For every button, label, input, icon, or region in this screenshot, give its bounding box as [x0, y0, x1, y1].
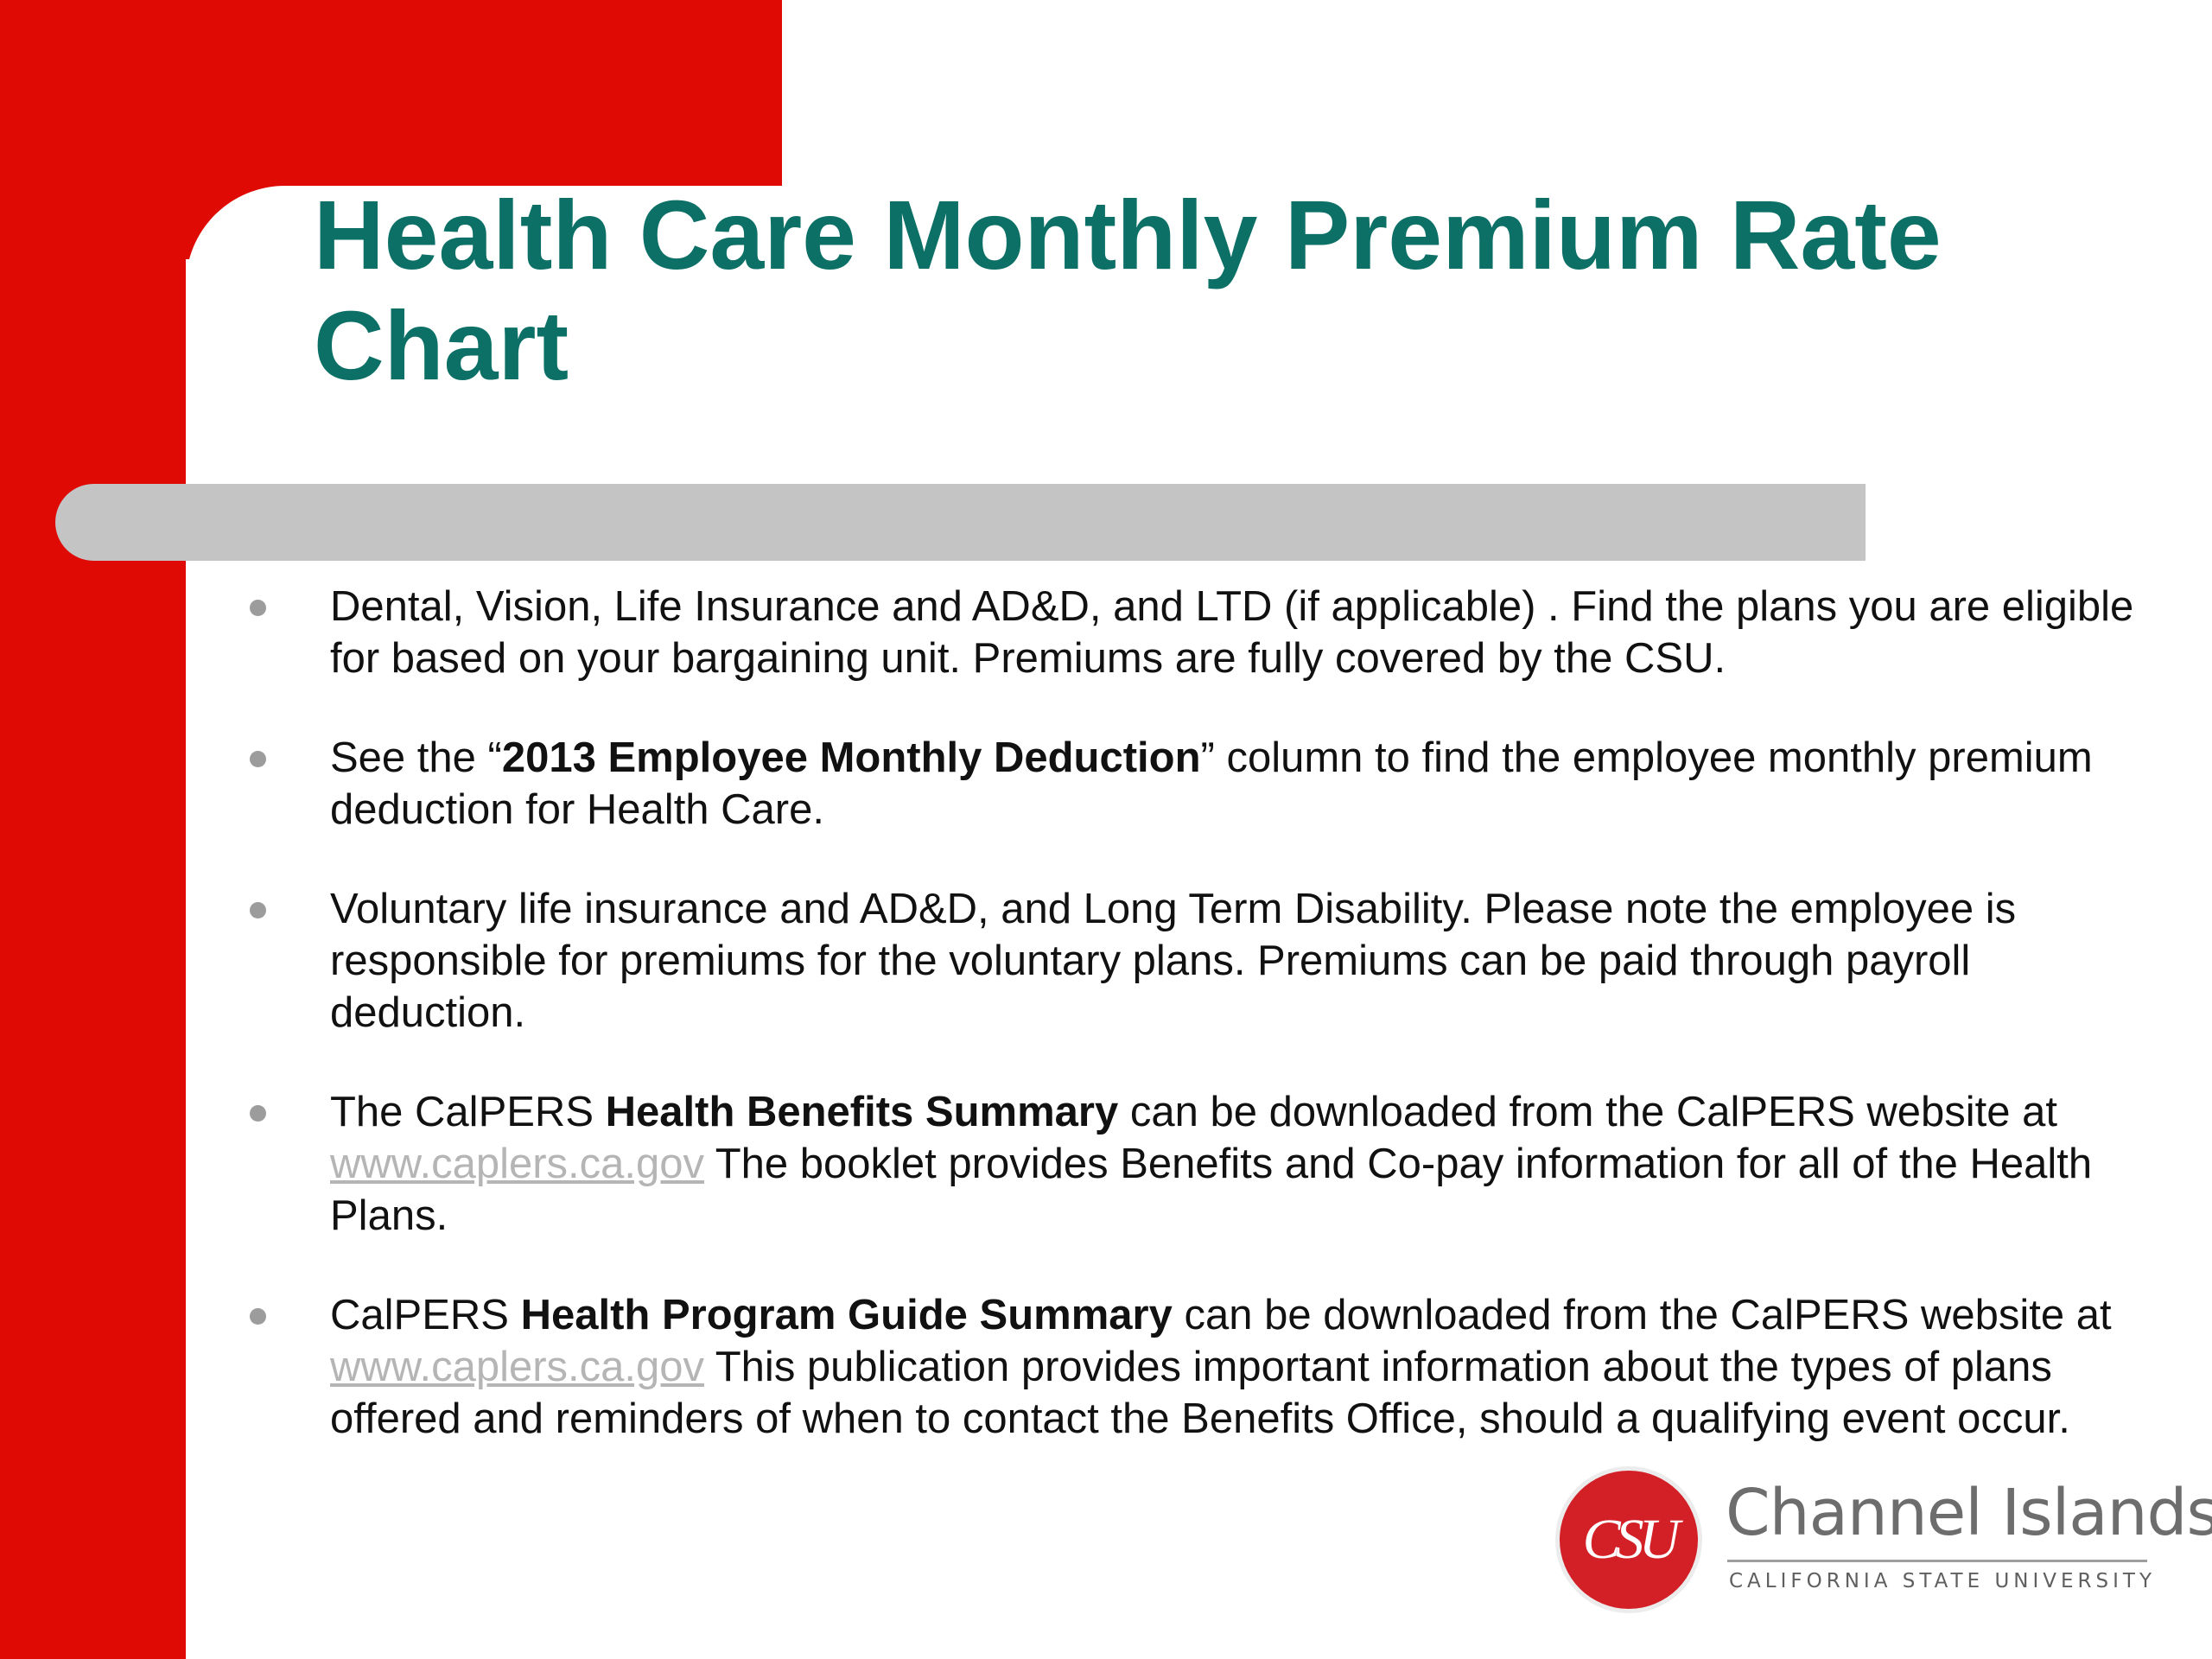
bullet-dental-vision: Dental, Vision, Life Insurance and AD&D,… [242, 581, 2143, 684]
bullet-text-post: This publication provides important info… [330, 1344, 2070, 1442]
bullet-dot-icon [250, 1105, 266, 1122]
bullet-text-pre: See the “ [330, 734, 502, 781]
bullet-text-mid: can be downloaded from the CalPERS websi… [1172, 1292, 2112, 1338]
bullet-text: Dental, Vision, Life Insurance and AD&D,… [330, 583, 2134, 682]
bullet-dot-icon [250, 902, 266, 918]
bullet-text-pre: CalPERS [330, 1292, 521, 1338]
bullet-health-program-guide: CalPERS Health Program Guide Summary can… [242, 1289, 2143, 1445]
csu-channel-islands-logo: CSU Channel Islands CALIFORNIA STATE UNI… [1560, 1469, 2212, 1616]
bullet-text-bold: Health Program Guide Summary [520, 1292, 1173, 1338]
divider-bar [55, 484, 1866, 561]
bullet-text-post: ” column to find the employee monthly pr… [330, 734, 2093, 833]
bullet-dot-icon [250, 1308, 266, 1325]
logo-campus-name: Channel Islands [1726, 1476, 2212, 1550]
logo-subtitle: CALIFORNIA STATE UNIVERSITY [1729, 1570, 2156, 1592]
bullet-text-bold: 2013 Employee Monthly Deduction [501, 734, 1201, 781]
bullet-text: Voluntary life insurance and AD&D, and L… [330, 886, 2017, 1036]
slide-title: Health Care Monthly Premium Rate Chart [314, 181, 1942, 400]
bullet-text-pre: The CalPERS [330, 1089, 606, 1135]
content-panel [186, 186, 2212, 1659]
logo-divider [1727, 1560, 2147, 1562]
calpers-website-link[interactable]: www.caplers.ca.gov [330, 1344, 705, 1390]
bullet-dot-icon [250, 751, 266, 767]
bullet-text-post: The booklet provides Benefits and Co-pay… [330, 1141, 2093, 1239]
calpers-website-link[interactable]: www.caplers.ca.gov [330, 1141, 705, 1187]
csu-seal-icon: CSU [1560, 1471, 1698, 1609]
bullet-list: Dental, Vision, Life Insurance and AD&D,… [242, 581, 2143, 1492]
bullet-text-mid: can be downloaded from the CalPERS websi… [1118, 1089, 2058, 1135]
bullet-voluntary-plans: Voluntary life insurance and AD&D, and L… [242, 883, 2143, 1039]
red-side-bar [0, 0, 186, 1659]
bullet-employee-deduction: See the “2013 Employee Monthly Deduction… [242, 732, 2143, 836]
bullet-dot-icon [250, 600, 266, 616]
seal-text: CSU [1582, 1508, 1681, 1571]
bullet-health-benefits-summary: The CalPERS Health Benefits Summary can … [242, 1086, 2143, 1242]
bullet-text-bold: Health Benefits Summary [605, 1089, 1119, 1135]
